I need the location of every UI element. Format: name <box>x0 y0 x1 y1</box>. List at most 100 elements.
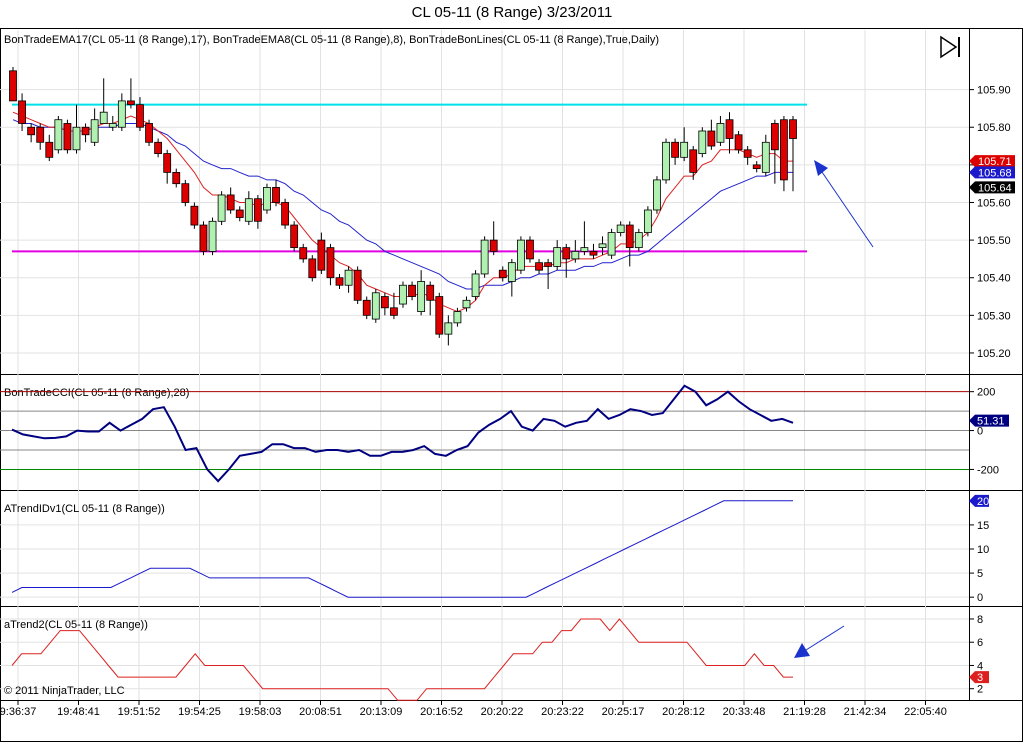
candle-body <box>553 247 562 267</box>
candle-body <box>571 250 580 260</box>
cci-line <box>11 384 794 483</box>
time-tick-label: 20:20:22 <box>481 706 524 718</box>
candle-body <box>163 153 172 173</box>
price-tick-label: 105.20 <box>977 348 1011 360</box>
atrend2-last-marker-label: 3 <box>977 672 983 684</box>
time-tick-label: 19:48:41 <box>57 706 100 718</box>
atrend-tick-label: 5 <box>977 568 983 580</box>
atrend-last-marker <box>969 494 989 507</box>
price-marker-box <box>969 155 1015 168</box>
cci-tick-label: 0 <box>977 426 983 438</box>
time-tick-label: 20:08:51 <box>299 706 342 718</box>
candle-body <box>380 296 389 309</box>
atrend-tick-label: 15 <box>977 520 989 532</box>
candle-body <box>625 224 634 249</box>
candle-body <box>417 281 426 312</box>
candle-body <box>9 70 17 102</box>
candle-body <box>589 250 598 256</box>
candle-body <box>680 141 689 158</box>
candle-body <box>63 123 72 151</box>
candle-body <box>208 220 217 252</box>
candle-body <box>562 247 571 260</box>
candle-body <box>226 194 235 211</box>
price-marker-label: 105.71 <box>978 156 1012 168</box>
candle-body <box>716 123 725 143</box>
candle-body <box>217 194 226 222</box>
time-tick-label: 20:13:09 <box>360 706 403 718</box>
candle-body <box>244 198 253 222</box>
price-tick-label: 105.90 <box>977 85 1011 97</box>
atrend2-content: 8 6 4 23 <box>0 614 989 701</box>
candle-body <box>453 311 462 324</box>
time-tick-label: 9:36:37 <box>0 706 36 718</box>
candle-body <box>81 126 90 136</box>
time-tick-label: 19:51:52 <box>118 706 161 718</box>
candle-body <box>616 224 625 233</box>
candle-body <box>362 299 371 316</box>
atrend2-panel: aTrend2(CL 05-11 (8 Range)) 8 6 4 23 © 2011… <box>0 614 989 701</box>
candle-body <box>743 149 752 158</box>
time-tick-label: 20:23:22 <box>541 706 584 718</box>
candle-body <box>426 284 435 301</box>
candle-body <box>671 141 679 158</box>
candle-body <box>172 171 181 185</box>
cci-last-marker <box>969 414 1009 427</box>
candle-body <box>770 123 779 151</box>
candle-body <box>99 111 108 124</box>
candle-body <box>526 239 534 260</box>
candle-body <box>435 296 444 335</box>
candle-body <box>253 198 262 222</box>
price-panel: BonTradeEMA17(CL 05-11 (8 Range),17), Bo… <box>0 34 1015 360</box>
candle-body <box>344 269 353 286</box>
vertical-gridlines <box>17 30 926 700</box>
candle-body <box>371 292 380 320</box>
copyright: © 2011 NinjaTrader, LLC <box>4 685 125 697</box>
cci-content: 200 0 -200 51.31 <box>0 384 1009 483</box>
candle-body <box>272 187 280 203</box>
candle-body <box>136 104 144 128</box>
candle-body <box>45 141 54 158</box>
candle-body <box>181 183 190 203</box>
atrend2-line <box>11 618 793 701</box>
atrend-tick-label: 10 <box>977 544 989 556</box>
candle-body <box>145 123 153 143</box>
candle-body <box>653 179 661 211</box>
candle-body <box>607 232 616 256</box>
candle-body <box>199 224 208 252</box>
candle-body <box>154 141 163 154</box>
annotation-arrow <box>814 160 874 248</box>
cci-tick-label: 200 <box>977 387 995 399</box>
annotation-arrow-2 <box>794 625 845 658</box>
atrend-line <box>11 500 793 598</box>
price-marker-label: 105.64 <box>978 182 1012 194</box>
candle-body <box>480 239 489 275</box>
atrend2-last-marker <box>969 671 989 684</box>
candle-body <box>399 284 407 305</box>
candle-body <box>498 269 507 279</box>
candle-body <box>335 277 344 286</box>
candle-body <box>36 126 45 143</box>
scroll-to-end-icon[interactable] <box>940 35 960 59</box>
candle-body <box>544 262 553 267</box>
time-tick-label: 19:54:25 <box>178 706 221 718</box>
candle-body <box>462 299 471 309</box>
candle-body <box>489 239 498 252</box>
time-tick-label: 20:16:52 <box>420 706 463 718</box>
price-tick-label: 105.60 <box>977 197 1011 209</box>
time-tick-label: 20:25:17 <box>602 706 645 718</box>
atrend-last-marker-label: 20 <box>977 496 989 508</box>
chart-title: CL 05-11 (8 Range) 3/23/2011 <box>411 4 613 21</box>
candle-body <box>18 100 26 124</box>
price-marker-box <box>969 181 1015 194</box>
candle-body <box>598 243 607 249</box>
candle-body <box>317 239 326 271</box>
atrend2-tick-label: 6 <box>977 637 983 649</box>
atrend2-tick-label: 2 <box>977 684 983 696</box>
candle-body <box>698 130 707 154</box>
candle-body <box>408 284 416 297</box>
time-tick-label: 20:28:12 <box>662 706 705 718</box>
price-tick-label: 105.50 <box>977 235 1011 247</box>
time-tick-label: 22:05:40 <box>904 706 947 718</box>
